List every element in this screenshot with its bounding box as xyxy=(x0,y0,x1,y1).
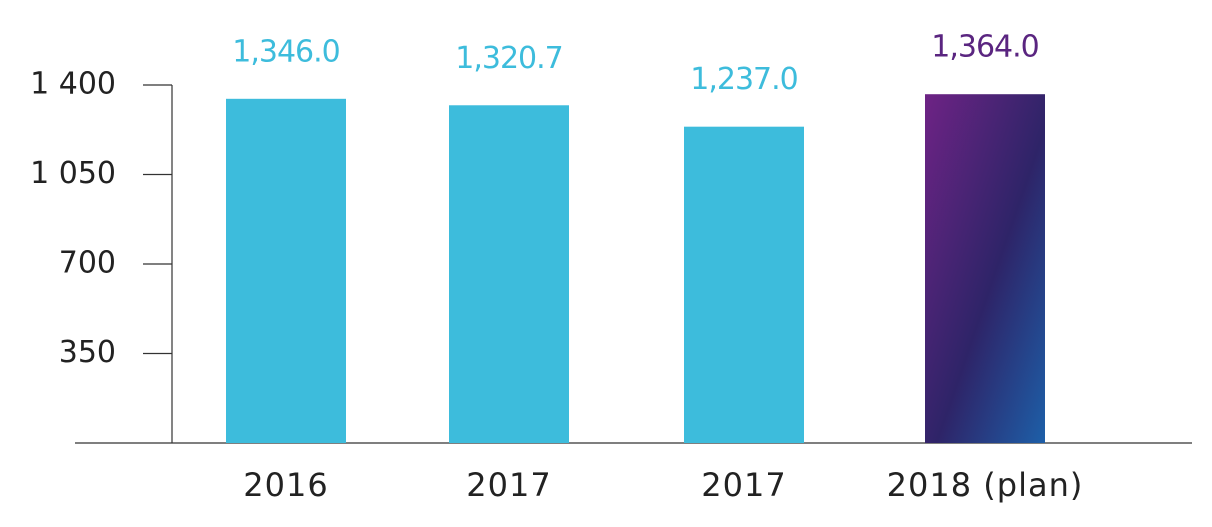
bar xyxy=(684,126,804,443)
value-label: 1,346.0 xyxy=(232,34,340,69)
x-tick-label: 2018 (plan) xyxy=(887,466,1084,504)
value-label: 1,364.0 xyxy=(931,30,1039,65)
y-tick-label: 1 400 xyxy=(30,67,116,102)
y-tick-label: 1 050 xyxy=(30,156,116,191)
value-label: 1,237.0 xyxy=(690,62,798,97)
y-tick-label: 350 xyxy=(59,335,116,370)
x-tick-label: 2017 xyxy=(701,466,786,504)
bar xyxy=(449,105,569,444)
bar xyxy=(226,98,346,444)
bar xyxy=(925,94,1045,443)
x-tick-label: 2017 xyxy=(466,466,551,504)
y-tick-label: 700 xyxy=(59,246,116,281)
x-tick-label: 2016 xyxy=(243,466,328,504)
value-label: 1,320.7 xyxy=(455,41,563,76)
